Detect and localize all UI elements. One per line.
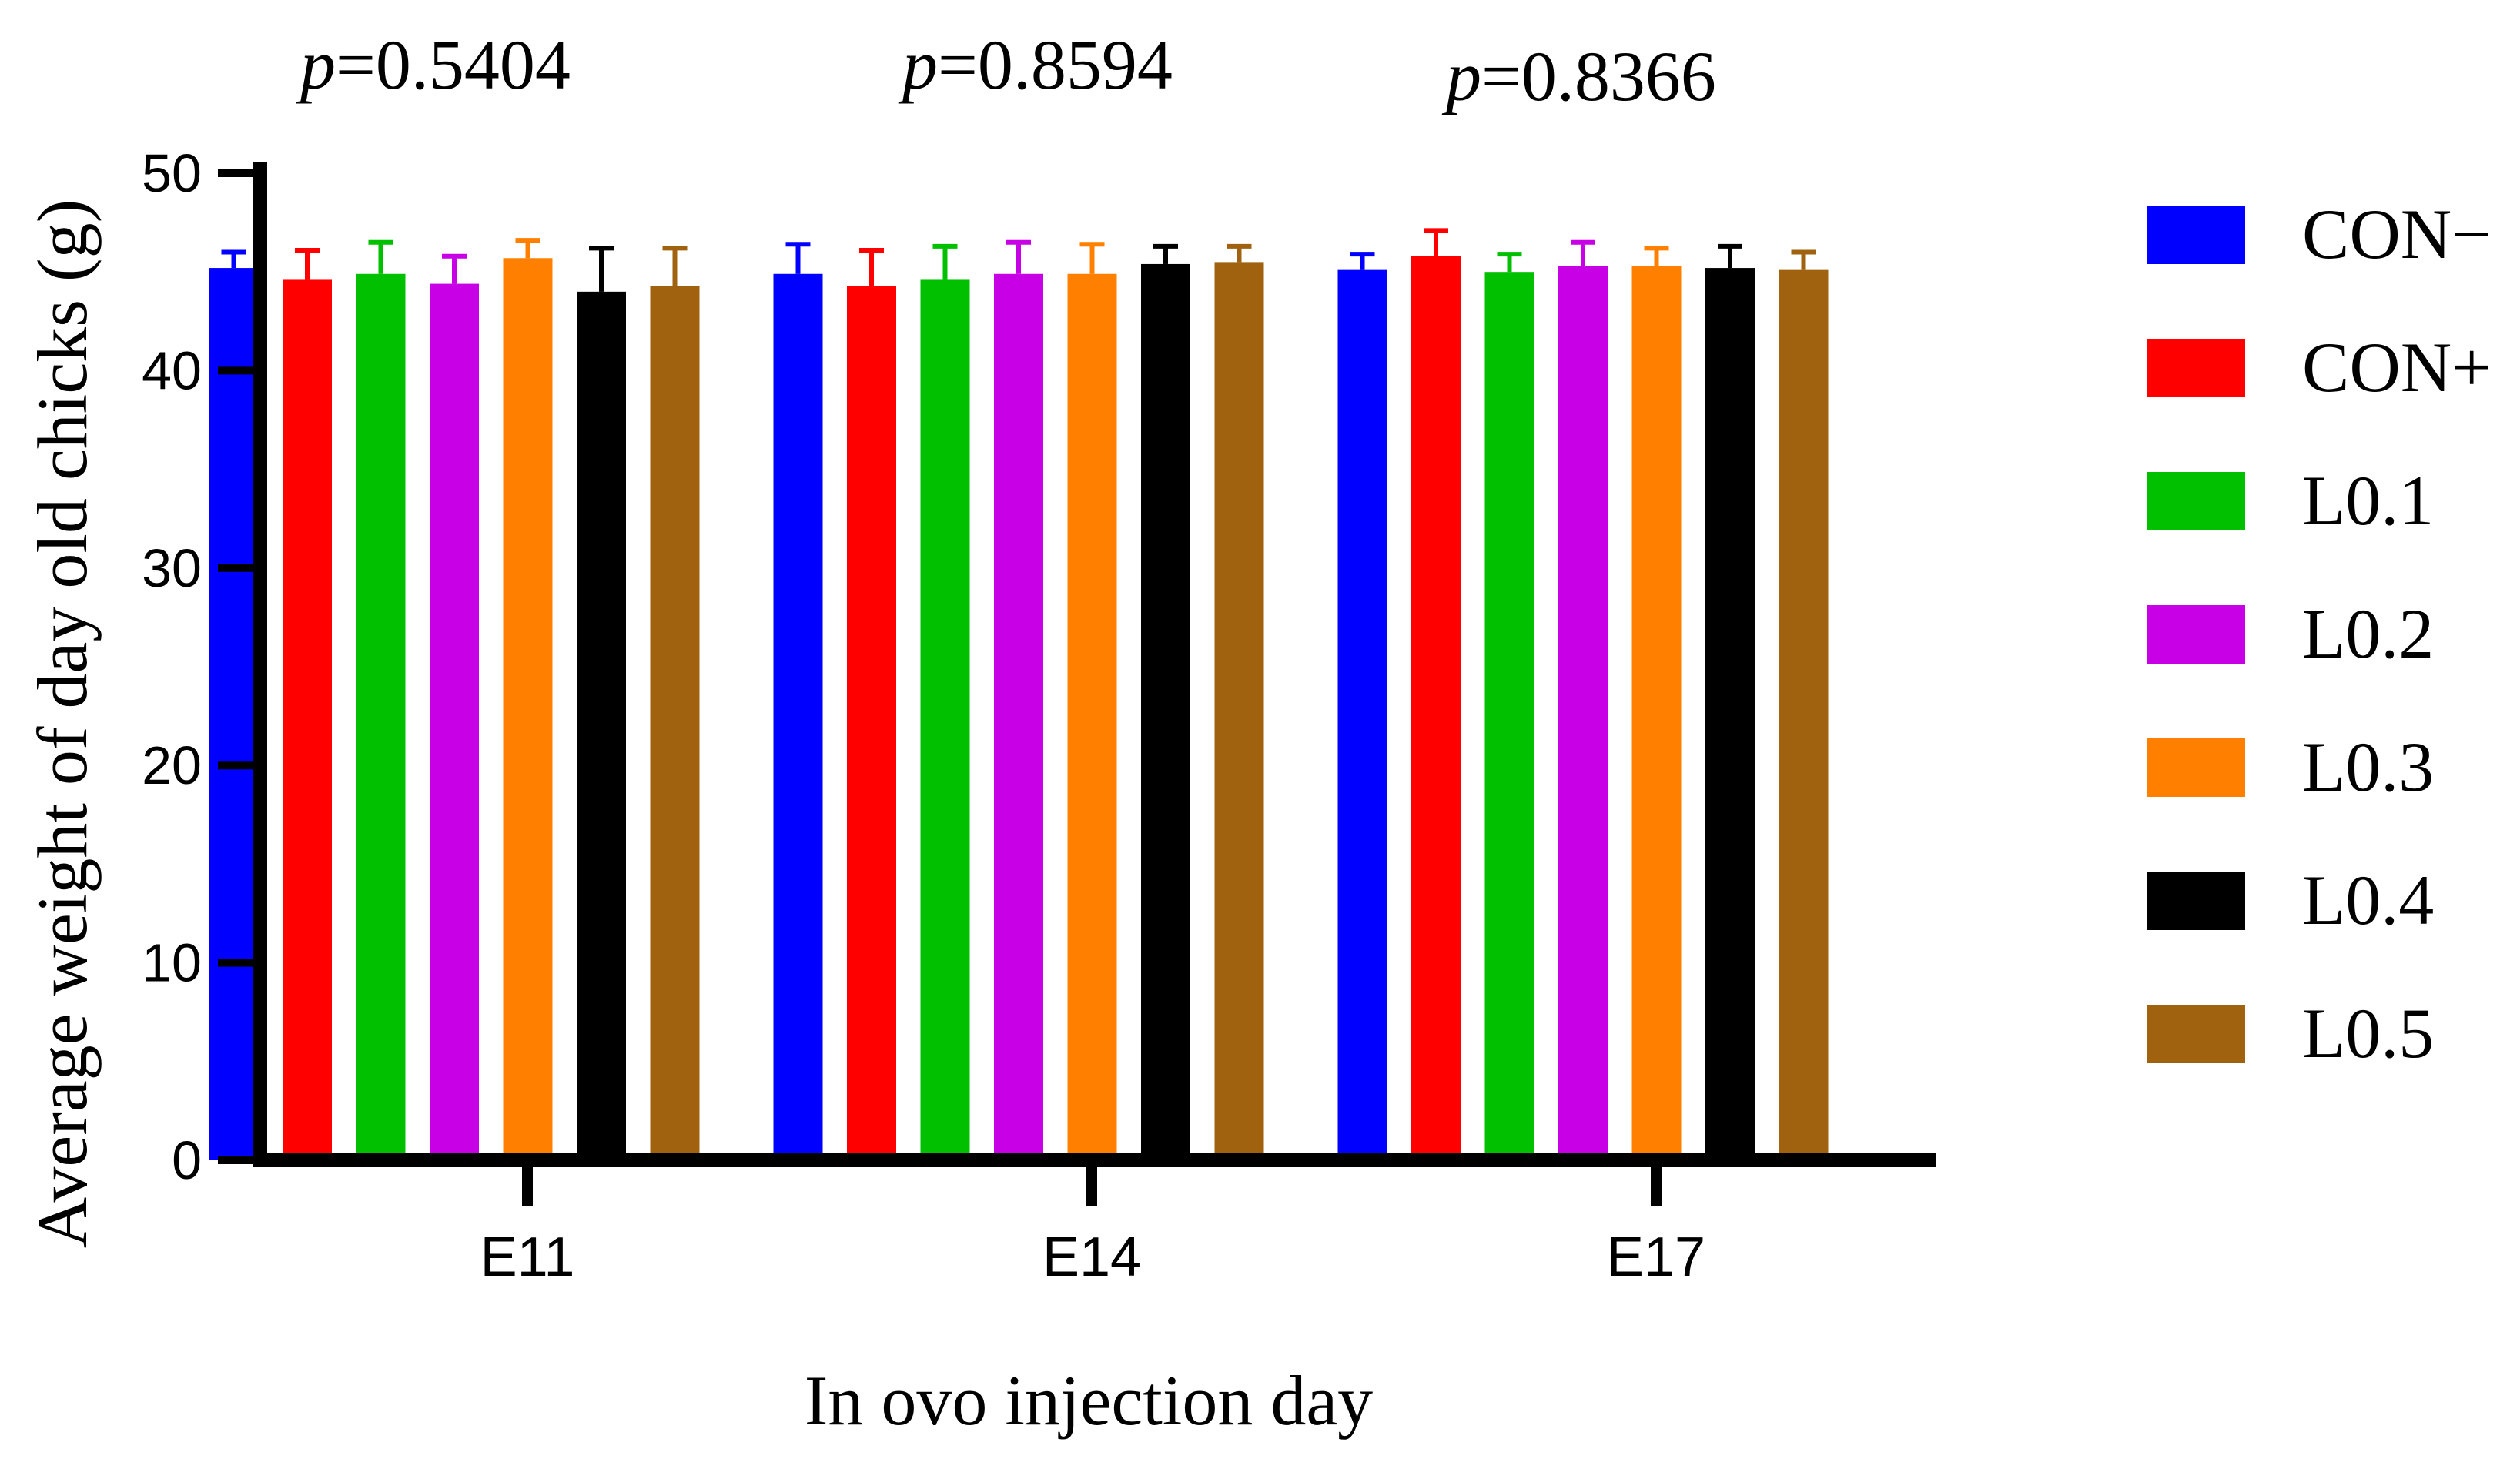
bar-e11-7 — [650, 286, 700, 1161]
bar-e14-4 — [994, 273, 1043, 1160]
bars-group — [209, 256, 1829, 1161]
y-axis-label: Average weight of day old chicks (g) — [23, 199, 102, 1248]
error-bars-group — [221, 228, 1816, 292]
x-axis-label: In ovo injection day — [805, 1361, 1373, 1440]
p-symbol: p — [1441, 37, 1481, 115]
legend-swatch — [2147, 472, 2245, 530]
p-value-number: =0.8366 — [1481, 37, 1716, 115]
bar-e11-4 — [430, 283, 479, 1161]
bar-e17-7 — [1779, 269, 1829, 1160]
bar-e17-4 — [1558, 266, 1608, 1160]
bar-e17-6 — [1705, 268, 1755, 1160]
bar-e11-6 — [577, 291, 626, 1161]
p-value-annotations: p=0.5404 p=0.8594 p=0.8366 — [296, 25, 1716, 115]
legend-swatch — [2147, 1005, 2245, 1063]
x-tick-label: E14 — [1042, 1226, 1141, 1288]
p-value-label: p=0.8366 — [1441, 37, 1716, 115]
bar-e11-1 — [209, 268, 259, 1160]
bar-e14-2 — [847, 286, 896, 1161]
legend-swatch — [2147, 738, 2245, 797]
y-ticks: 0 10 20 30 40 50 — [142, 143, 260, 1190]
p-value-label: p=0.8594 — [898, 25, 1173, 104]
bar-e11-3 — [356, 273, 406, 1160]
legend-swatch — [2147, 206, 2245, 264]
p-value-number: =0.8594 — [938, 25, 1173, 104]
p-value-label: p=0.5404 — [296, 25, 571, 104]
legend-swatch — [2147, 339, 2245, 397]
bar-e14-5 — [1067, 273, 1117, 1160]
legend-swatch — [2147, 872, 2245, 930]
legend-label: CON+ — [2302, 328, 2492, 407]
legend-label: L0.5 — [2302, 994, 2434, 1072]
bar-e17-5 — [1631, 266, 1682, 1160]
bar-e14-1 — [773, 273, 823, 1160]
p-value-number: =0.5404 — [336, 25, 571, 104]
legend-label: L0.1 — [2302, 461, 2434, 540]
p-symbol: p — [296, 25, 336, 104]
x-tick-label: E11 — [480, 1226, 575, 1288]
legend-label: CON− — [2302, 195, 2492, 273]
bar-e11-2 — [283, 279, 332, 1160]
legend-label: L0.3 — [2302, 728, 2434, 806]
x-ticks: E11 E14 E17 — [480, 1160, 1705, 1288]
bar-e14-7 — [1214, 262, 1264, 1160]
y-tick-label: 40 — [142, 340, 202, 400]
bar-e17-2 — [1411, 256, 1461, 1160]
legend-label: L0.2 — [2302, 594, 2434, 673]
bar-e17-1 — [1337, 269, 1387, 1160]
bar-e14-3 — [920, 279, 970, 1160]
y-tick-label: 10 — [142, 933, 202, 993]
y-tick-label: 0 — [172, 1130, 202, 1190]
legend-label: L0.4 — [2302, 861, 2434, 939]
y-tick-label: 50 — [142, 143, 202, 203]
y-tick-label: 20 — [142, 735, 202, 795]
p-symbol: p — [898, 25, 938, 104]
legend-swatch — [2147, 605, 2245, 664]
x-tick-label: E17 — [1607, 1226, 1705, 1288]
bar-e17-3 — [1484, 272, 1534, 1161]
legend: CON− CON+ L0.1 L0.2 L0.3 L0.4 L0.5 — [2147, 195, 2492, 1072]
bar-e14-6 — [1141, 263, 1190, 1161]
y-tick-label: 30 — [142, 538, 202, 598]
bar-e11-5 — [503, 258, 553, 1161]
